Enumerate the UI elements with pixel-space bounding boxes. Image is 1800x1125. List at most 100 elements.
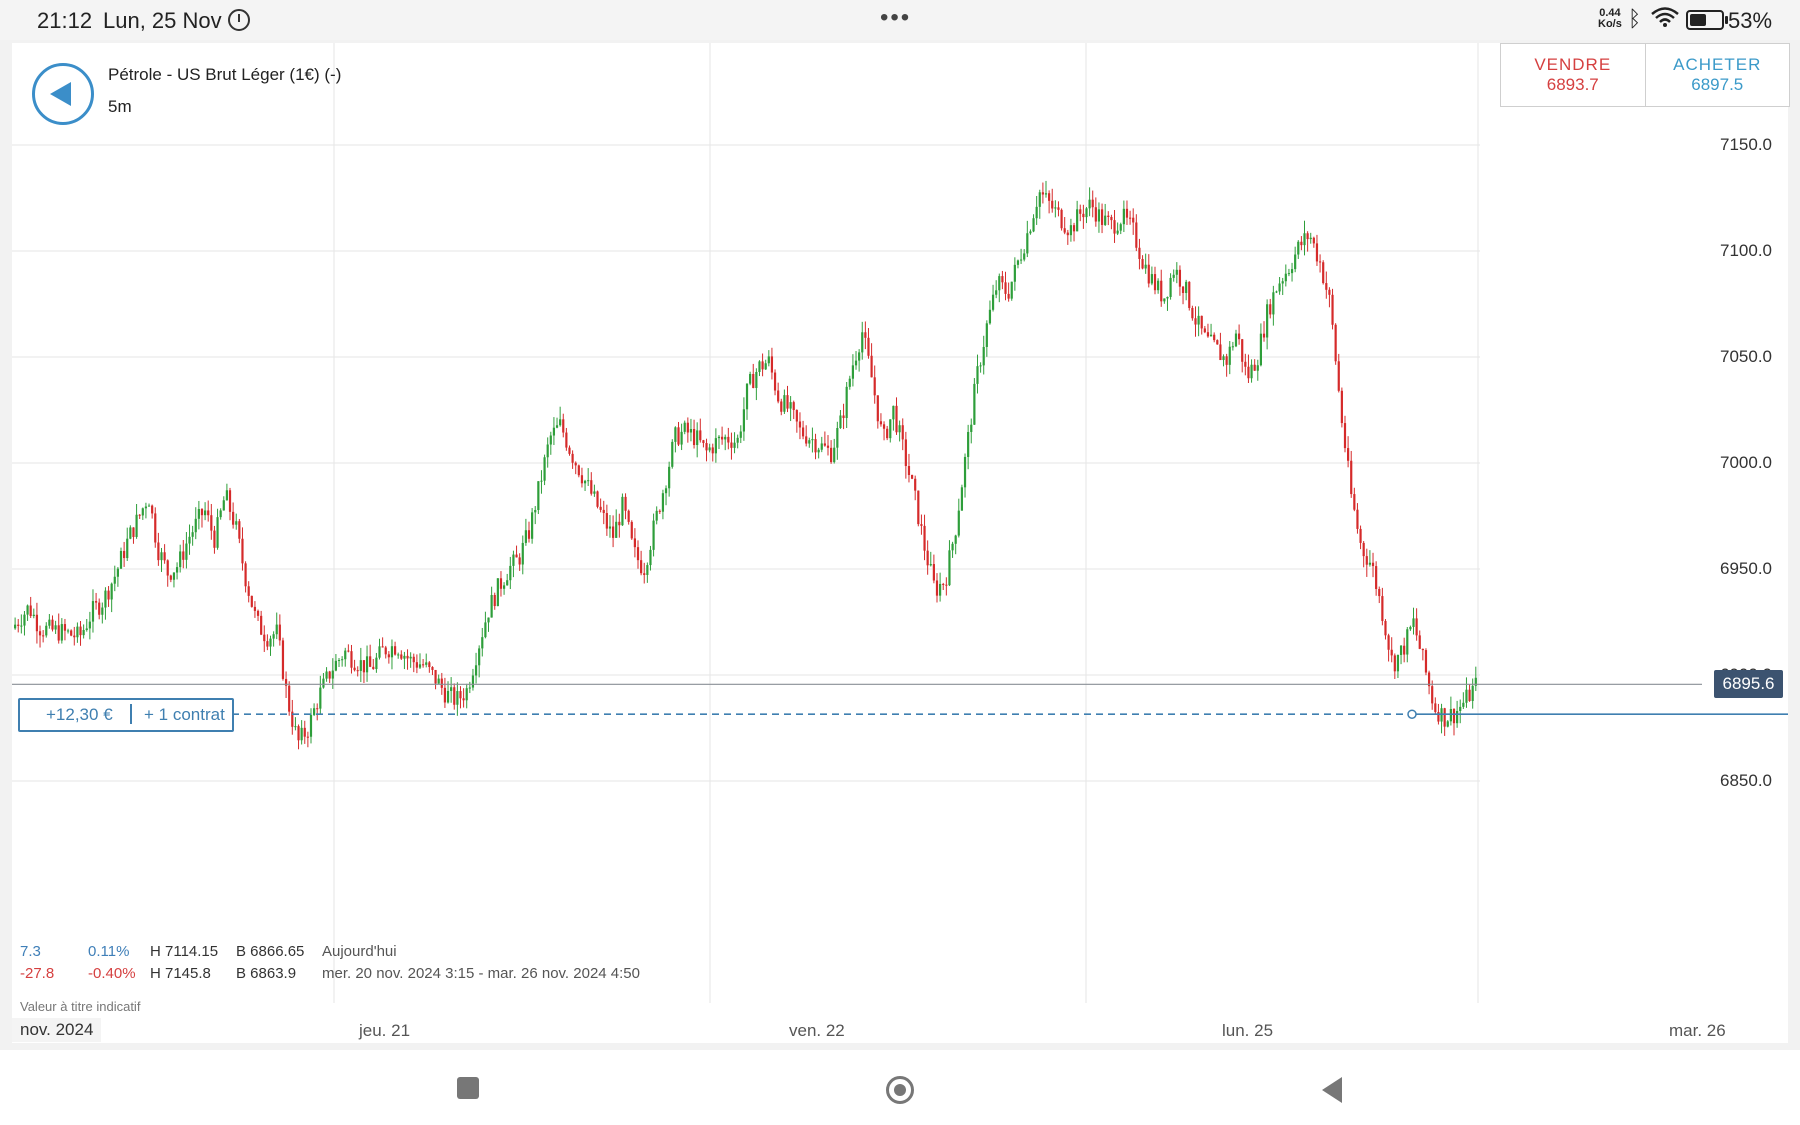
- candle-body: [384, 647, 387, 655]
- more-dots-icon[interactable]: •••: [880, 4, 912, 31]
- candle-body: [490, 594, 493, 618]
- candle-body: [1175, 269, 1178, 275]
- candle-body: [826, 445, 830, 448]
- candle-body: [88, 621, 91, 629]
- candle-body: [450, 687, 453, 691]
- candle-body: [730, 442, 733, 448]
- candle-body: [509, 565, 512, 581]
- candle-body: [879, 421, 883, 425]
- candle-body: [241, 538, 244, 564]
- candle-body: [418, 664, 422, 668]
- candle-body: [1216, 340, 1219, 345]
- sell-price: 6893.7: [1546, 75, 1599, 94]
- candle-body: [998, 276, 1001, 291]
- candle-body: [611, 526, 615, 538]
- candle-body: [1063, 228, 1066, 233]
- candle-body: [1178, 269, 1182, 287]
- candle-body: [979, 365, 982, 367]
- candle-body: [1390, 649, 1393, 656]
- candle-body: [652, 520, 655, 550]
- candle-body: [1294, 254, 1297, 270]
- stat-range-change: -27.8: [20, 965, 55, 982]
- candle-body: [995, 290, 998, 295]
- sell-button[interactable]: VENDRE 6893.7: [1501, 44, 1646, 106]
- candle-body: [1132, 217, 1135, 223]
- candle-body: [904, 439, 907, 467]
- candle-body: [960, 487, 964, 511]
- candle-body: [129, 527, 132, 539]
- candle-body: [1141, 258, 1144, 269]
- candle-body: [213, 530, 216, 548]
- candle-body: [724, 436, 727, 440]
- candle-body: [123, 550, 126, 559]
- candle-body: [275, 624, 278, 635]
- candle-body: [82, 629, 85, 636]
- candle-body: [347, 650, 350, 652]
- candle-body: [1387, 635, 1390, 650]
- candle-body: [91, 601, 95, 622]
- recent-apps-icon[interactable]: [457, 1077, 479, 1099]
- candle-body: [836, 428, 839, 448]
- candle-body: [166, 560, 169, 576]
- candle-body: [60, 624, 63, 641]
- candle-body: [266, 641, 269, 647]
- chart-interval[interactable]: 5m: [108, 97, 132, 116]
- candle-body: [1194, 318, 1197, 325]
- candle-body: [671, 441, 674, 467]
- candle-body: [1459, 706, 1462, 711]
- y-tick-label: 7050.0: [1720, 347, 1772, 366]
- candle-body: [35, 614, 39, 632]
- candle-body: [680, 431, 683, 445]
- candle-body: [873, 377, 876, 396]
- candle-body: [222, 500, 225, 511]
- system-back-icon[interactable]: [1322, 1077, 1342, 1103]
- candle-body: [119, 550, 123, 569]
- candle-body: [1365, 556, 1368, 565]
- candle-body: [1213, 334, 1216, 341]
- candle-body: [574, 462, 577, 466]
- candle-body: [390, 646, 394, 658]
- candle-body: [1116, 230, 1119, 234]
- candle-body: [677, 427, 680, 445]
- candle-body: [256, 610, 260, 616]
- buy-button[interactable]: ACHETER 6897.5: [1646, 44, 1790, 106]
- candle-body: [805, 436, 808, 444]
- candle-body: [428, 662, 431, 668]
- candle-body: [717, 436, 721, 439]
- candle-body: [764, 363, 767, 370]
- candle-body: [459, 691, 462, 699]
- candle-body: [608, 526, 612, 529]
- back-button[interactable]: [32, 63, 94, 125]
- candle-body: [1122, 208, 1125, 225]
- trade-panel: VENDRE 6893.7 ACHETER 6897.5: [1500, 43, 1790, 107]
- candle-body: [412, 656, 415, 663]
- candle-body: [858, 352, 861, 361]
- candle-body: [562, 419, 565, 433]
- candle-body: [66, 630, 70, 632]
- candle-body: [1443, 708, 1446, 727]
- candle-body: [755, 371, 758, 388]
- candle-body: [1197, 315, 1200, 325]
- x-axis-month: nov. 2024: [12, 1018, 102, 1042]
- candle-body: [583, 480, 587, 484]
- candle-body: [1396, 654, 1400, 672]
- candle-body: [328, 671, 331, 679]
- candle-body: [1113, 220, 1116, 234]
- candle-body: [646, 565, 649, 575]
- candle-body: [393, 646, 397, 655]
- position-badge[interactable]: +12,30 € + 1 contrat: [18, 698, 234, 733]
- candle-body: [1318, 261, 1322, 263]
- candle-body: [512, 554, 515, 566]
- candle-body: [1378, 589, 1381, 597]
- instrument-name: Pétrole - US Brut Léger (1€) (-): [108, 65, 342, 84]
- price-chart[interactable]: [12, 43, 1788, 1043]
- candle-body: [191, 532, 194, 537]
- candle-body: [23, 614, 26, 626]
- candle-body: [1160, 280, 1163, 302]
- candle-body: [1153, 274, 1157, 291]
- home-icon[interactable]: [886, 1076, 914, 1104]
- candle-body: [478, 648, 481, 666]
- y-tick-label: 6950.0: [1720, 559, 1772, 578]
- y-tick-label: 7150.0: [1720, 135, 1772, 154]
- candle-body: [356, 670, 359, 672]
